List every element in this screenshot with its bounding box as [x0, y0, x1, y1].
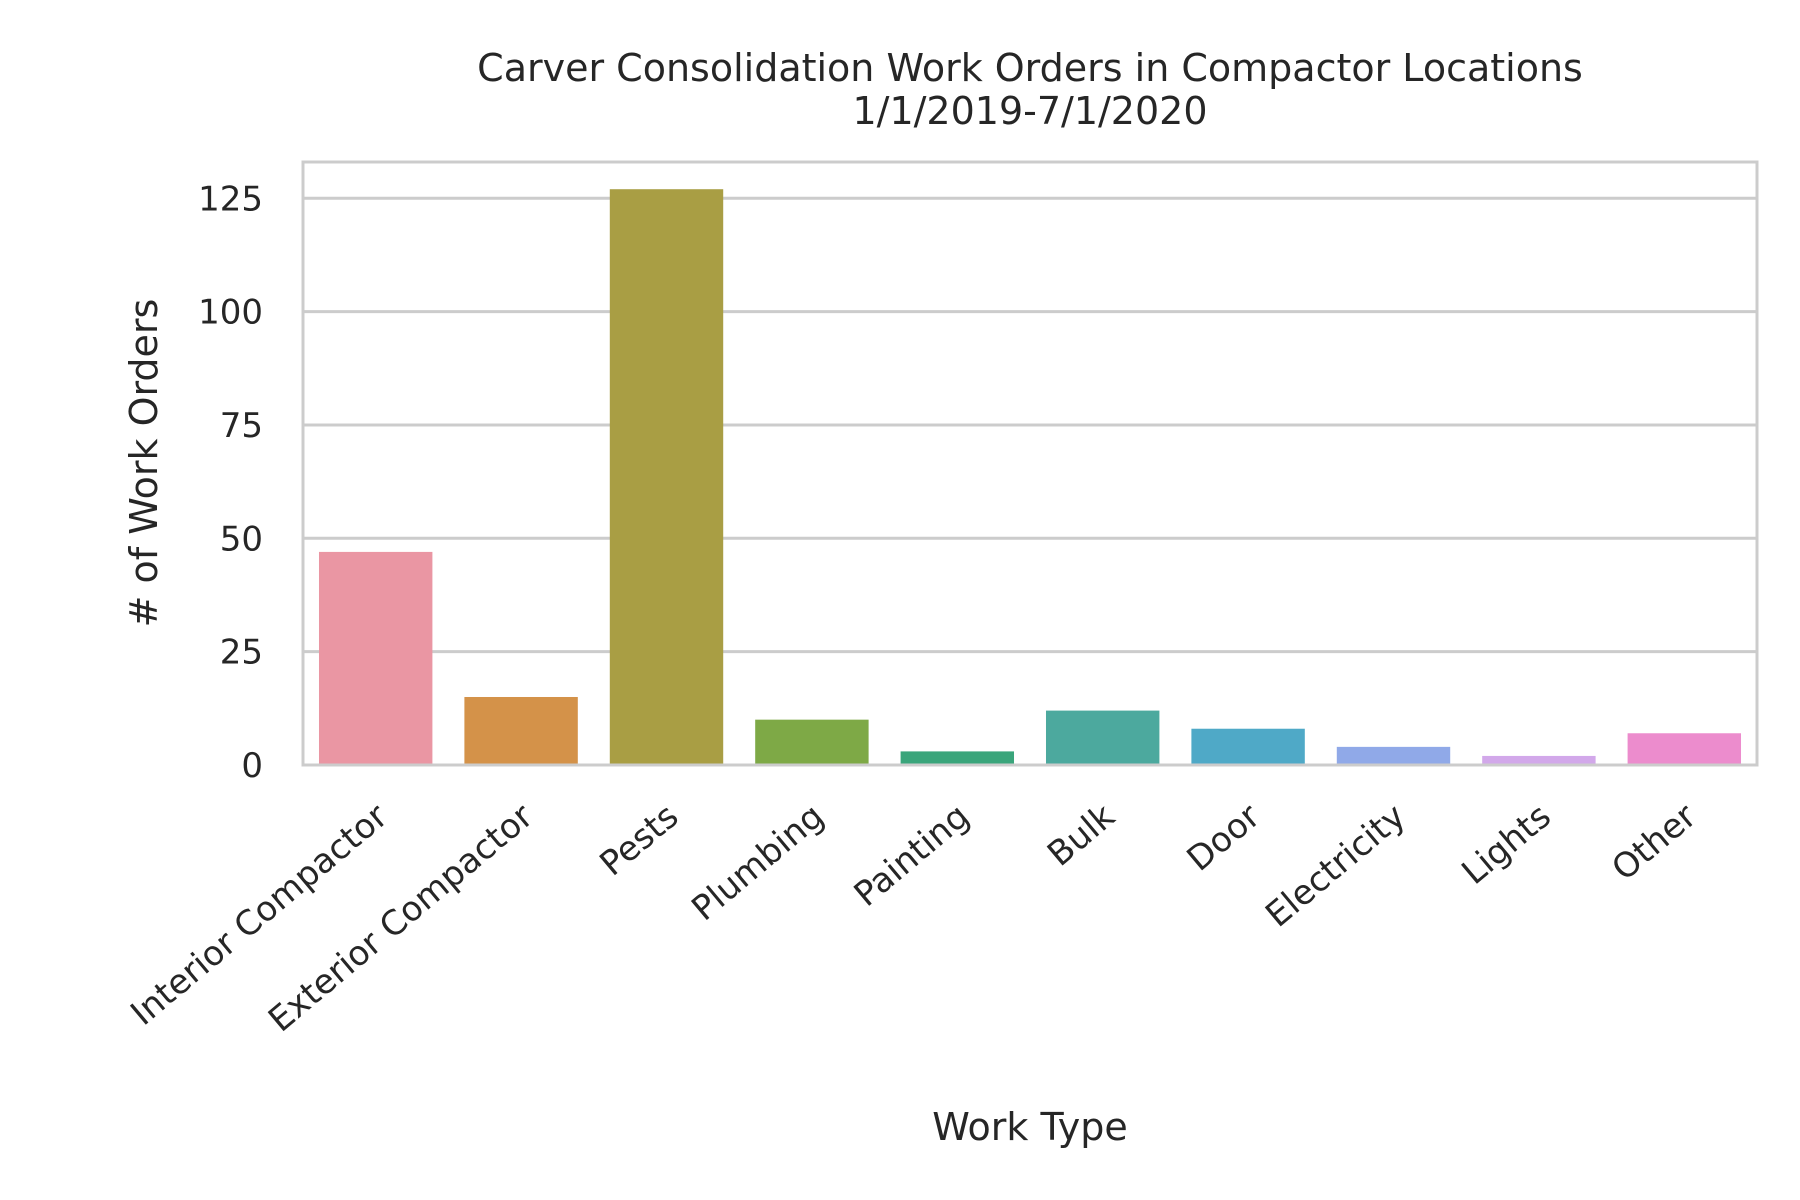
x-tick-label: Door	[1180, 796, 1268, 879]
x-tick-label: Bulk	[1040, 796, 1123, 874]
y-tick-label: 100	[198, 293, 263, 333]
y-tick-label: 125	[198, 179, 263, 219]
x-tick-label: Painting	[847, 796, 977, 915]
y-axis-label: # of Work Orders	[122, 299, 166, 628]
x-tick-label: Pests	[592, 796, 686, 884]
y-tick-label: 75	[220, 406, 263, 446]
y-tick-labels: 0 25 50 75 100 125	[198, 179, 263, 786]
bar-painting	[900, 751, 1015, 765]
x-tick-label: Interior Compactor	[123, 796, 395, 1033]
bars	[318, 189, 1742, 765]
bar-pests	[609, 189, 724, 765]
plot-frame	[301, 160, 1759, 767]
x-tick-label: Other	[1604, 796, 1704, 889]
bar-door	[1191, 728, 1305, 765]
x-tick-label: Exterior Compactor	[261, 796, 541, 1040]
bar-plumbing	[755, 719, 869, 765]
plot-background	[303, 162, 1757, 765]
x-tick-label: Lights	[1454, 796, 1558, 893]
x-axis-label: Work Type	[932, 1105, 1128, 1149]
bar-electricity	[1336, 746, 1451, 765]
x-tick-label: Plumbing	[684, 796, 831, 929]
y-tick-label: 0	[241, 746, 263, 786]
x-tick-label: Electricity	[1258, 796, 1413, 935]
bar-bulk	[1045, 710, 1160, 765]
y-tick-label: 50	[220, 519, 263, 559]
bar-lights	[1482, 755, 1596, 765]
chart-title: Carver Consolidation Work Orders in Comp…	[477, 46, 1583, 90]
bar-interior-compactor	[318, 551, 433, 765]
chart-subtitle: 1/1/2019-7/1/2020	[852, 89, 1207, 133]
bar-exterior-compactor	[464, 696, 578, 765]
y-tick-label: 25	[220, 633, 263, 673]
bar-other	[1627, 733, 1742, 765]
